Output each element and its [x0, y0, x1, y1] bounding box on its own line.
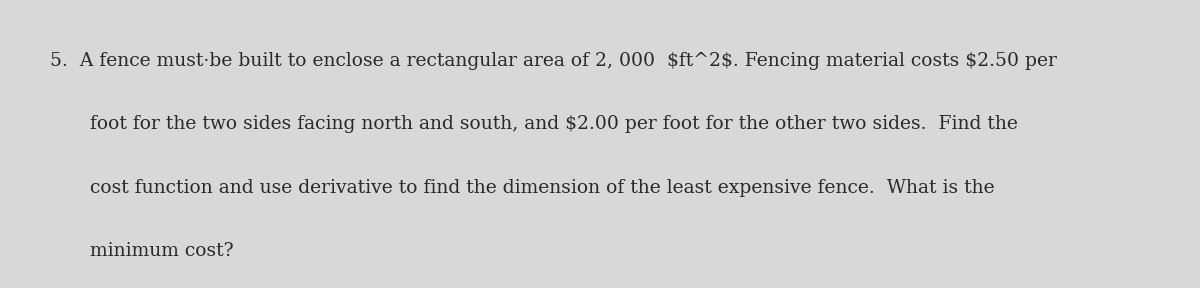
Text: minimum cost?: minimum cost? — [90, 242, 234, 260]
Text: foot for the two sides facing north and south, and $2.00 per foot for the other : foot for the two sides facing north and … — [90, 115, 1018, 133]
Text: cost function and use derivative to find the dimension of the least expensive fe: cost function and use derivative to find… — [90, 179, 995, 197]
Text: 5.  A fence must·be built to enclose a rectangular area of 2, 000  $ft^2$. Fenci: 5. A fence must·be built to enclose a re… — [50, 52, 1057, 70]
